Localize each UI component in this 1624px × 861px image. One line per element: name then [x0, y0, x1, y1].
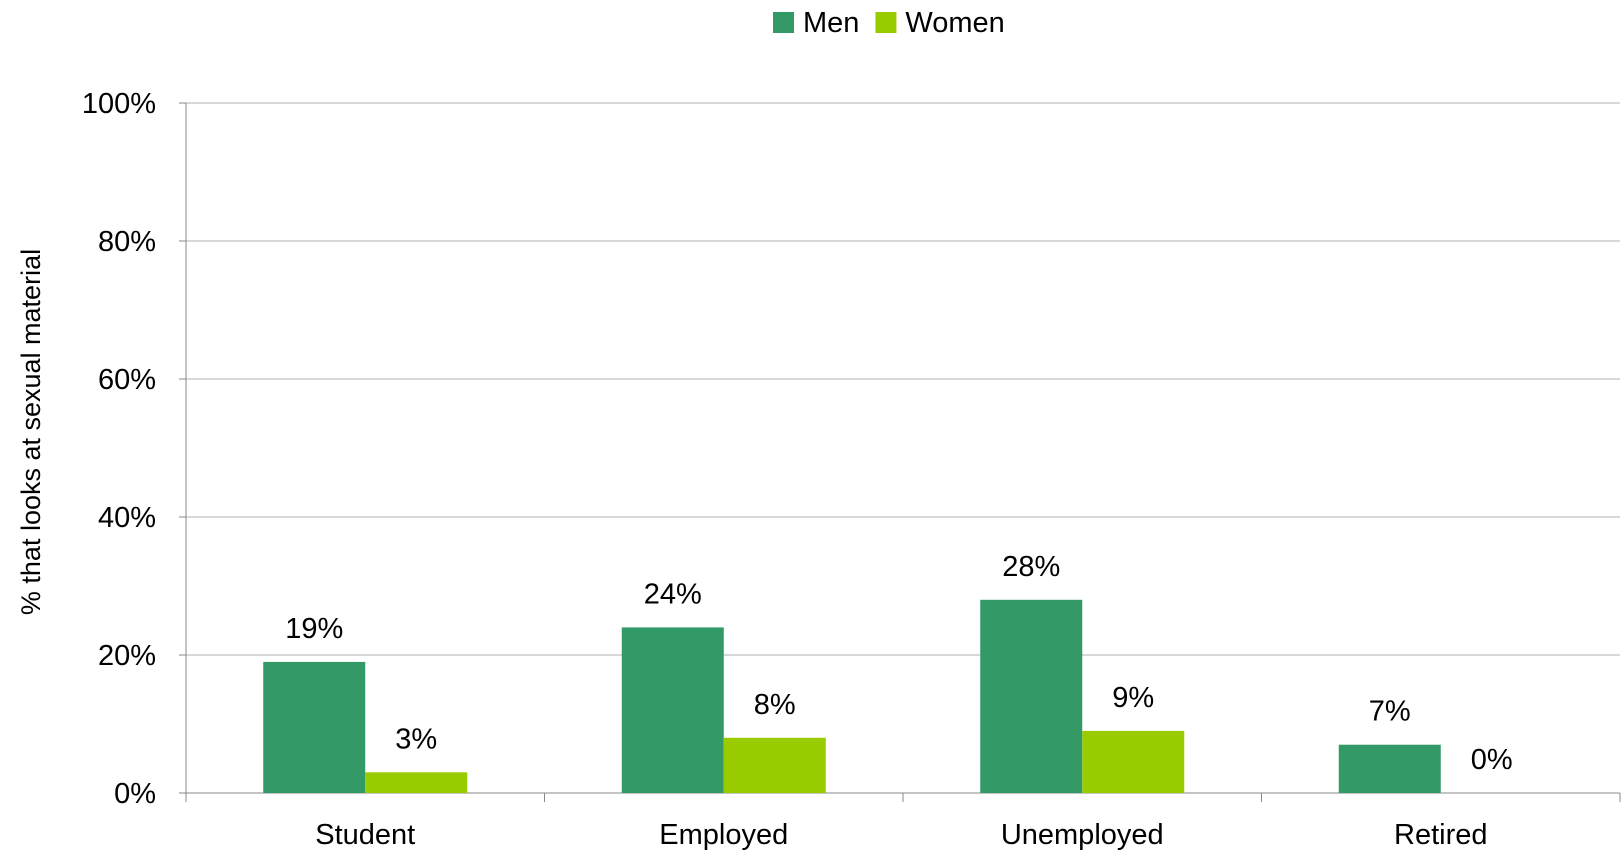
- bars: [263, 599, 1441, 793]
- y-tick-label: 20%: [98, 640, 156, 672]
- y-tick-label: 100%: [82, 88, 156, 120]
- bar-men-retired: [1338, 744, 1441, 793]
- bar-men-student: [263, 661, 366, 793]
- y-tick-label: 80%: [98, 226, 156, 258]
- bar-women-unemployed: [1082, 730, 1185, 793]
- data-label: 24%: [644, 578, 702, 610]
- bar-men-employed: [621, 627, 724, 793]
- axes: 0% 20% 40% 60% 80% 100% Student Employed Unemplo…: [82, 88, 1621, 851]
- y-tick-label: 60%: [98, 364, 156, 396]
- x-category-label: Student: [315, 819, 415, 851]
- data-label: 0%: [1471, 744, 1513, 776]
- data-label: 7%: [1369, 696, 1411, 728]
- y-tick-label: 0%: [114, 778, 156, 810]
- data-label: 28%: [1002, 551, 1060, 583]
- y-tick-label: 40%: [98, 502, 156, 534]
- data-label: 9%: [1112, 682, 1154, 714]
- legend-swatch-women: [875, 12, 897, 33]
- y-axis-title: % that looks at sexual material: [16, 249, 46, 615]
- data-label: 3%: [395, 723, 437, 755]
- legend: Men Women: [773, 7, 1005, 39]
- x-category-label: Retired: [1394, 819, 1488, 851]
- data-label: 19%: [285, 613, 343, 645]
- x-category-label: Unemployed: [1001, 819, 1164, 851]
- legend-swatch-men: [773, 12, 794, 33]
- data-labels: 19% 3% 24% 8% 28% 9% 7% 0%: [285, 551, 1512, 776]
- bar-men-unemployed: [980, 599, 1083, 793]
- data-label: 8%: [754, 689, 796, 721]
- bar-women-employed: [723, 737, 826, 793]
- bar-women-student: [365, 772, 468, 793]
- legend-label: Women: [905, 7, 1004, 39]
- gridlines: [186, 102, 1620, 656]
- x-category-label: Employed: [659, 819, 788, 851]
- legend-label: Men: [803, 7, 859, 39]
